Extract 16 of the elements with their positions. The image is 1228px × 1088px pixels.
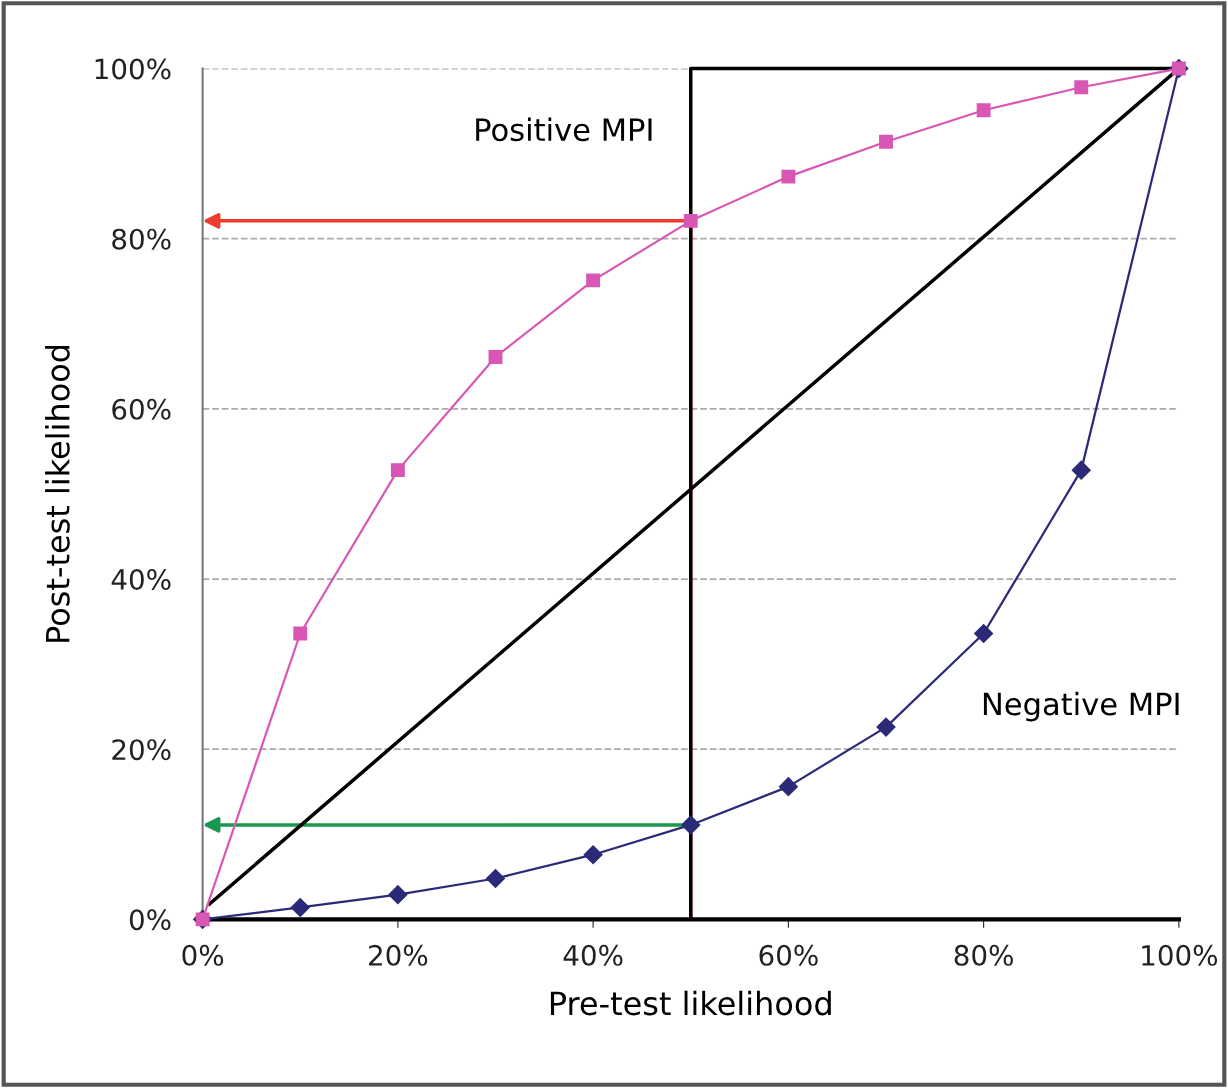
x-tick-label: 0% (182, 944, 224, 966)
y-tick-label: 40% (111, 568, 171, 590)
y-tick-label: 100% (95, 58, 171, 80)
y-tick-label: 80% (112, 228, 171, 250)
x-tick-label: 80% (954, 944, 1013, 966)
x-tick-label: 20% (369, 944, 428, 966)
y-tick-label: 0% (129, 909, 171, 931)
y-axis-title: Post-test likelihood (45, 345, 70, 642)
x-tick-label: 60% (759, 944, 818, 966)
y-tick-label: 60% (112, 398, 171, 420)
x-axis-title: Pre-test likelihood (550, 990, 831, 1016)
annotation: Negative MPI (983, 691, 1179, 722)
annotation: Positive MPI (476, 117, 652, 142)
y-tick-label: 20% (112, 739, 171, 761)
x-tick-label: 100% (1142, 944, 1218, 966)
x-tick-label: 40% (563, 944, 623, 966)
